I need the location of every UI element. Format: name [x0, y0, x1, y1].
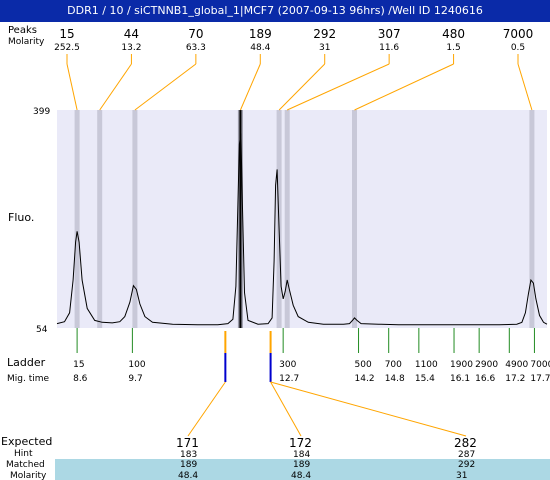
molarity-bottom-row-label: Molarity [10, 471, 47, 480]
peak-size-label: 189 [249, 27, 272, 41]
peak-leader-line [134, 63, 197, 111]
peak-band [97, 110, 103, 328]
matched-value: 189 [180, 460, 197, 470]
peak-band [132, 110, 138, 328]
ladder-mig-time-label: 17.7 [530, 374, 550, 384]
ladder-mig-time-label: 8.6 [73, 374, 88, 384]
y-tick-min: 54 [36, 325, 48, 335]
ladder-size-label: 7000 [530, 360, 550, 370]
hint-value: 184 [293, 450, 310, 460]
peak-size-label: 70 [188, 27, 203, 41]
assignment-molarity-value: 31 [456, 471, 467, 480]
matched-value: 189 [293, 460, 310, 470]
peak-band [529, 110, 535, 328]
peak-size-label: 292 [313, 27, 336, 41]
ladder-mig-time-label: 14.8 [385, 374, 405, 384]
ladder-mig-time-label: 16.6 [475, 374, 495, 384]
matched-row-band [55, 459, 550, 469]
matched-row-label: Matched [6, 460, 45, 470]
peak-molarity-label: 1.5 [446, 43, 460, 53]
assignment-molarity-value: 48.4 [178, 471, 198, 480]
hint-value: 183 [180, 450, 197, 460]
fluo-axis-label: Fluo. [8, 211, 34, 224]
ladder-size-label: 1900 [450, 360, 473, 370]
peak-size-label: 44 [124, 27, 139, 41]
ladder-mig-time-label: 17.2 [505, 374, 525, 384]
ladder-size-label: 1100 [415, 360, 438, 370]
ladder-size-label: 4900 [505, 360, 528, 370]
hint-row-label: Hint [14, 449, 33, 459]
molarity-row-band [55, 469, 550, 480]
plot-background [57, 110, 547, 328]
peak-band [284, 110, 290, 328]
expected-row-label: Expected [1, 435, 52, 448]
peak-leader-line [354, 63, 454, 111]
ladder-size-label: 300 [279, 360, 296, 370]
assignment-molarity-value: 48.4 [291, 471, 311, 480]
expected-size-value: 282 [454, 436, 477, 450]
mig-time-row-label: Mig. time [7, 374, 49, 384]
hint-value: 287 [458, 450, 475, 460]
peak-molarity-label: 0.5 [511, 43, 525, 53]
expected-size-value: 171 [176, 436, 199, 450]
peak-size-label: 7000 [503, 27, 534, 41]
peak-molarity-label: 11.6 [379, 43, 399, 53]
ladder-size-label: 2900 [475, 360, 498, 370]
ladder-row-label: Ladder [7, 356, 46, 369]
expected-size-value: 172 [289, 436, 312, 450]
peak-molarity-label: 31 [319, 43, 330, 53]
peak-leader-line [286, 63, 390, 111]
peak-molarity-label: 63.3 [186, 43, 206, 53]
peak-leader-line [278, 63, 326, 111]
ladder-size-label: 500 [355, 360, 372, 370]
y-tick-max: 399 [33, 107, 50, 117]
peak-molarity-label: 48.4 [250, 43, 270, 53]
ladder-mig-time-label: 9.7 [128, 374, 142, 384]
peak-band [352, 110, 357, 328]
peak-leader-line [99, 63, 132, 111]
ladder-size-label: 100 [128, 360, 145, 370]
peak-molarity-label: 252.5 [54, 43, 80, 53]
ladder-mig-time-label: 14.2 [355, 374, 375, 384]
assignment-connector [270, 381, 302, 437]
peak-leader-line [517, 63, 533, 111]
molarity-row-label: Molarity [8, 37, 45, 47]
title-bar: DDR1 / 10 / siCTNNB1_global_1|MCF7 (2007… [0, 0, 550, 22]
ladder-mig-time-label: 15.4 [415, 374, 435, 384]
peak-molarity-label: 13.2 [121, 43, 141, 53]
ladder-size-label: 700 [385, 360, 402, 370]
assignment-connector [187, 381, 226, 437]
peak-leader-line [239, 63, 261, 111]
peak-leader-line [66, 63, 78, 111]
fluorescence-trace [56, 133, 548, 326]
peak-band [74, 110, 80, 328]
matched-value: 292 [458, 460, 475, 470]
peak-size-label: 480 [442, 27, 465, 41]
assignment-connector [270, 381, 467, 437]
ladder-size-label: 15 [73, 360, 84, 370]
ladder-mig-time-label: 12.7 [279, 374, 299, 384]
ladder-mig-time-label: 16.1 [450, 374, 470, 384]
peaks-row-label: Peaks [8, 25, 37, 36]
peak-size-label: 307 [378, 27, 401, 41]
peak-size-label: 15 [59, 27, 74, 41]
